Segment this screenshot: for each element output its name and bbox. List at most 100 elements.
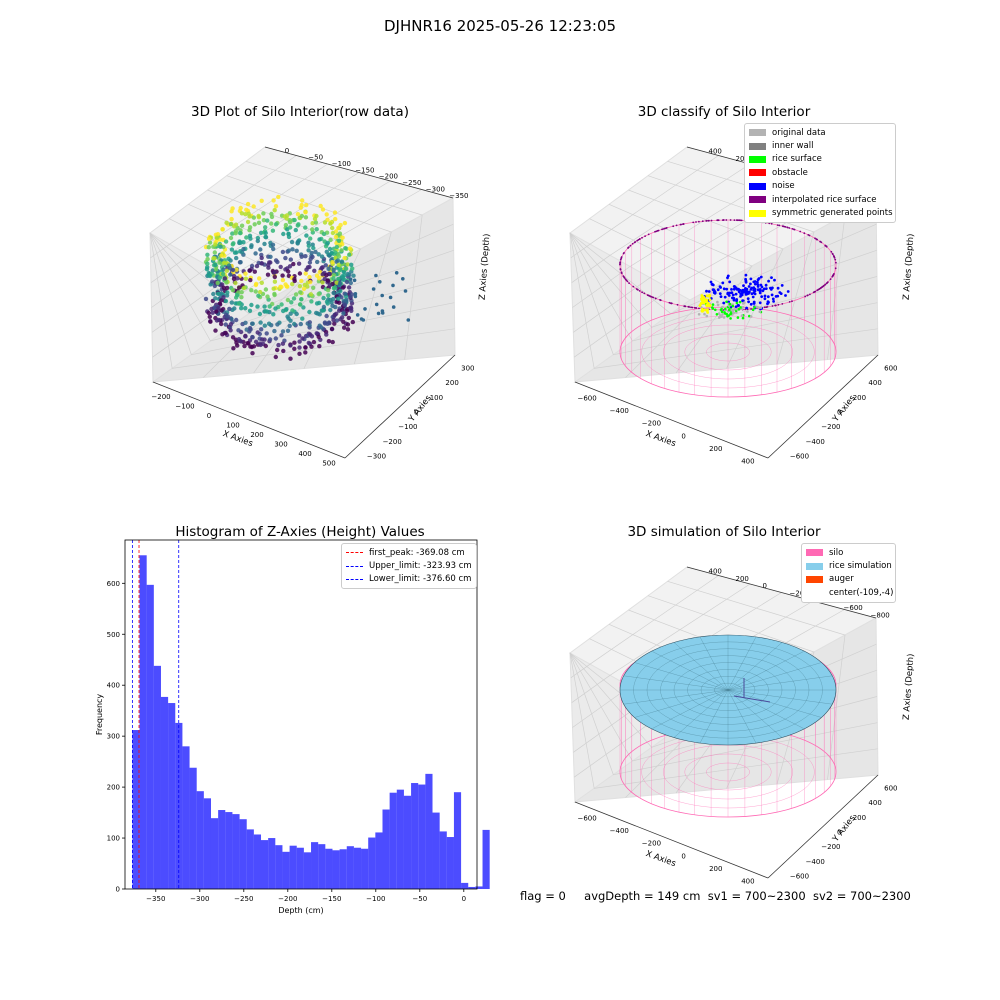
data-point <box>211 291 216 297</box>
rice-surface-point <box>716 303 720 307</box>
data-point <box>205 261 210 266</box>
classify-legend-label: rice surface <box>772 154 822 165</box>
z-tick-label: 200 <box>736 155 749 163</box>
noise-point <box>739 292 743 296</box>
histogram-bar <box>296 847 304 889</box>
data-point <box>262 304 267 309</box>
data-point <box>341 269 346 275</box>
silo-floor-ring <box>706 762 750 782</box>
data-point <box>222 260 227 265</box>
data-point <box>339 248 344 253</box>
data-point <box>218 283 223 288</box>
data-point <box>230 335 236 340</box>
silo-floor-ring <box>662 324 794 380</box>
interpolated-point <box>733 219 736 222</box>
data-point <box>329 326 335 332</box>
data-point <box>263 234 268 240</box>
interpolated-point <box>638 238 641 240</box>
status-line: flag = 0 avgDepth = 149 cm sv1 = 700~230… <box>520 889 911 903</box>
data-point <box>307 323 312 328</box>
simulation-legend-item: silo <box>806 546 891 559</box>
x-tick-label: 0 <box>462 895 466 903</box>
data-point <box>352 278 357 283</box>
interpolated-point <box>632 285 635 288</box>
x-tick-label: 400 <box>741 458 754 466</box>
data-point <box>228 272 233 277</box>
data-point <box>229 209 234 214</box>
interpolated-point <box>771 305 774 307</box>
data-point <box>311 245 316 251</box>
figure-title: DJHNR16 2025-05-26 12:23:05 <box>383 17 617 35</box>
classify-legend: original data inner wall rice surface obsta… <box>744 123 896 223</box>
data-point <box>334 318 339 323</box>
rice-surface-point <box>751 308 755 312</box>
data-point <box>225 290 230 295</box>
simulation-legend-item: auger <box>806 573 891 586</box>
data-point <box>269 214 275 220</box>
silo-floor-ring <box>684 753 772 791</box>
histogram-bar <box>153 665 161 889</box>
histogram-bar <box>246 829 254 889</box>
rice-surface-point <box>731 308 734 312</box>
noise-point <box>756 280 759 284</box>
data-point <box>231 276 237 281</box>
symmetric-point <box>700 297 704 300</box>
data-point <box>318 203 323 209</box>
data-point <box>406 318 411 322</box>
data-point <box>206 245 211 250</box>
data-point <box>391 305 396 309</box>
data-point <box>340 235 345 240</box>
histogram-bar <box>196 791 204 889</box>
data-point <box>295 212 301 217</box>
interpolated-point <box>623 252 625 254</box>
noise-point <box>776 286 780 290</box>
data-point <box>306 243 311 248</box>
histogram-bar <box>346 846 354 889</box>
data-point <box>276 342 281 348</box>
noise-point <box>759 275 763 279</box>
data-point <box>342 220 348 226</box>
data-point <box>286 269 291 274</box>
interpolated-point <box>821 285 824 288</box>
data-point <box>334 280 339 285</box>
rice-surface-point <box>720 310 724 314</box>
data-point <box>223 239 229 244</box>
classify-legend-item: inner wall <box>749 139 891 152</box>
x-tick-label: −350 <box>146 895 165 903</box>
symmetric-point <box>703 298 707 301</box>
data-point <box>228 322 234 327</box>
data-point <box>297 351 302 356</box>
interpolated-point <box>628 282 630 284</box>
data-point <box>322 220 328 225</box>
data-point <box>333 216 338 222</box>
interpolated-point <box>693 306 696 309</box>
data-point <box>230 267 236 273</box>
data-point <box>330 260 335 265</box>
y-tick-label: 600 <box>884 784 897 792</box>
rice-surface-point <box>720 315 723 318</box>
data-point <box>289 239 295 245</box>
data-point <box>232 306 237 311</box>
data-point <box>307 309 312 315</box>
data-point <box>272 328 277 334</box>
data-point <box>324 273 329 278</box>
classify-legend-item: interpolated rice surface <box>749 193 891 206</box>
data-point <box>307 260 313 265</box>
interpolated-point <box>825 245 828 248</box>
data-point <box>380 309 385 313</box>
interpolated-point <box>834 267 837 270</box>
data-point <box>210 279 215 284</box>
data-point <box>224 220 229 225</box>
data-point <box>249 288 254 293</box>
data-point <box>333 250 338 255</box>
rice-mesh-spoke <box>727 689 805 730</box>
data-point <box>328 221 333 226</box>
interpolated-point <box>722 309 725 311</box>
data-point <box>324 332 329 337</box>
z-tick-label: −800 <box>871 611 890 619</box>
rice-surface-point <box>697 313 701 316</box>
data-point <box>300 316 305 321</box>
data-point <box>251 344 257 349</box>
data-point <box>271 312 276 317</box>
histogram-bar <box>146 584 154 889</box>
